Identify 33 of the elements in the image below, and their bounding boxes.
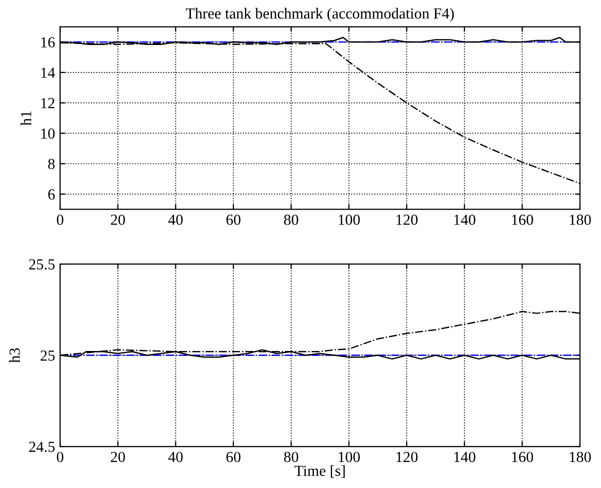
x-tick-label: 40 — [168, 214, 183, 225]
x-tick-label: 80 — [284, 214, 298, 225]
x-tick-label: 180 — [570, 214, 591, 225]
y-tick-label: 24.5 — [29, 442, 55, 452]
y-tick-label: 14 — [41, 68, 55, 78]
x-tick-label: 120 — [396, 214, 418, 225]
chart-title: Three tank benchmark (accommodation F4) — [186, 8, 454, 22]
x-tick-label: 20 — [110, 214, 125, 225]
x-tick-label: 120 — [396, 452, 418, 462]
x-tick-label: 100 — [338, 452, 360, 462]
y-axis-title: h3 — [9, 348, 20, 363]
y-tick-label: 6 — [48, 189, 55, 200]
x-tick-label: 60 — [226, 452, 240, 462]
x-tick-label: 0 — [56, 452, 64, 462]
x-tick-label: 180 — [570, 452, 591, 462]
y-tick-label: 10 — [41, 128, 55, 139]
x-tick-label: 80 — [284, 452, 298, 462]
y-tick-label: 25.5 — [29, 259, 55, 270]
x-tick-label: 160 — [512, 452, 534, 462]
y-tick-label: 25 — [40, 350, 55, 361]
y-tick-label: 16 — [41, 37, 55, 48]
x-tick-label: 160 — [512, 214, 534, 225]
y-tick-label: 8 — [48, 158, 55, 170]
x-tick-label: 140 — [454, 214, 476, 225]
y-tick-label: 12 — [41, 98, 54, 108]
x-tick-label: 40 — [168, 452, 183, 462]
x-tick-label: 60 — [226, 214, 240, 225]
x-tick-label: 0 — [56, 214, 64, 225]
x-tick-label: 100 — [338, 214, 360, 225]
y-axis-title: h1 — [20, 111, 32, 126]
x-tick-label: 140 — [454, 452, 476, 462]
x-tick-label: 20 — [110, 452, 125, 462]
x-axis-title: Time [s] — [294, 465, 345, 478]
